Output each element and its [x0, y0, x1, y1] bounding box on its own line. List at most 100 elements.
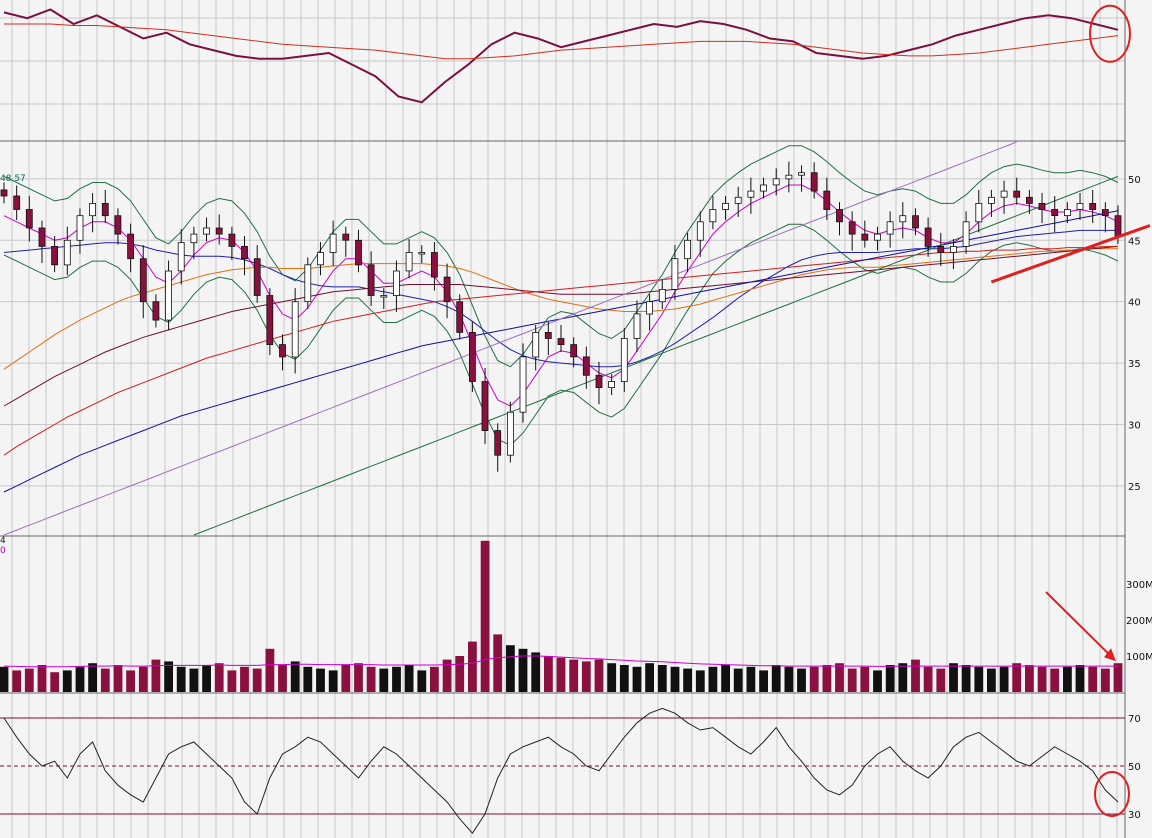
oscillator-average-line	[4, 23, 1119, 60]
candle-body	[506, 411, 514, 456]
candle-body	[646, 301, 653, 315]
volume-bar	[1113, 663, 1123, 692]
candle-body	[760, 184, 767, 192]
candle-body	[595, 374, 603, 388]
volume-bar	[24, 668, 34, 692]
volume-bar	[265, 648, 275, 692]
candle-body	[1026, 196, 1033, 204]
volume-bar	[860, 666, 870, 692]
candle-body	[608, 381, 615, 388]
volume-bar	[607, 663, 617, 692]
candle-body	[481, 381, 489, 431]
candle-body	[468, 331, 476, 382]
candle-body	[1101, 209, 1109, 216]
rsi-tick-label: 70	[1128, 714, 1141, 725]
volume-bar	[1101, 668, 1110, 692]
candle-body	[570, 344, 578, 358]
candle-body	[101, 202, 109, 217]
candle-body	[1051, 209, 1059, 216]
highlight-circle	[1094, 771, 1130, 817]
candle-body	[25, 209, 33, 229]
candle-body	[785, 174, 793, 180]
candle-body	[127, 233, 134, 260]
candle-body	[342, 233, 350, 241]
candle-body	[215, 227, 223, 235]
volume-bar	[113, 665, 123, 692]
candle-body	[937, 245, 945, 253]
volume-tick-label: 200M	[1126, 616, 1152, 627]
volume-bar	[1037, 666, 1047, 692]
candle-body	[279, 344, 286, 358]
volume-bar	[569, 659, 579, 692]
moving-average-line-5	[3, 245, 1118, 456]
volume-bar	[341, 665, 351, 692]
candle-body	[0, 189, 8, 197]
volume-bar	[885, 665, 895, 692]
top-panel-background	[0, 0, 1125, 140]
candle-body	[317, 252, 324, 266]
arrow-head	[1104, 648, 1116, 662]
candle-body	[886, 221, 894, 235]
candle-body	[228, 233, 236, 247]
volume-bar	[822, 665, 832, 692]
candle-body	[63, 239, 71, 266]
volume-bar	[556, 657, 566, 692]
candle-body	[443, 276, 451, 303]
candle-body	[798, 172, 805, 176]
volume-bar	[1088, 666, 1098, 692]
volume-bar	[809, 666, 819, 692]
candle-body	[380, 295, 388, 298]
candle-body	[544, 331, 552, 339]
candle-body	[620, 338, 628, 382]
candle-body	[658, 288, 666, 303]
volume-bar	[290, 661, 300, 692]
volume-bar	[1063, 666, 1072, 692]
candle-body	[962, 221, 970, 247]
moving-average-line-7	[3, 141, 1017, 536]
volume-bar	[695, 670, 705, 692]
volume-bar	[987, 668, 996, 692]
volume-bar	[278, 665, 287, 692]
volume-bar	[354, 663, 363, 692]
volume-bar	[999, 666, 1009, 692]
volume-bar	[37, 665, 47, 692]
volume-bar	[468, 641, 477, 692]
indicator-top-panel	[3, 8, 1119, 104]
candle-body	[633, 313, 641, 339]
candle-body	[988, 196, 995, 204]
candle-body	[418, 252, 426, 255]
volume-bar	[328, 670, 338, 692]
candle-body	[924, 227, 932, 247]
candle-body	[329, 233, 337, 253]
volume-bar	[417, 670, 427, 692]
volume-bar	[392, 666, 401, 692]
price-panel	[0, 141, 1122, 536]
candle-body	[203, 227, 210, 235]
volume-average-line	[3, 655, 1118, 668]
candle-body	[367, 264, 375, 296]
candle-body	[1089, 202, 1097, 210]
candle-body	[709, 209, 717, 223]
last-price-label: 48.57	[0, 174, 26, 184]
volume-legend-glyph: 0	[0, 546, 6, 556]
candle-body	[89, 202, 96, 217]
candle-body	[76, 215, 84, 241]
chart-grid	[0, 0, 1125, 838]
candle-body	[1013, 190, 1021, 198]
candle-body	[823, 190, 831, 210]
candle-body	[696, 221, 704, 241]
volume-bar	[670, 666, 680, 692]
volume-bar	[164, 661, 173, 692]
oscillator-line	[3, 8, 1119, 104]
candle-body	[152, 301, 160, 321]
candle-body	[114, 215, 122, 235]
rsi-tick-label: 50	[1128, 762, 1141, 773]
price-tick-label: 30	[1128, 420, 1141, 431]
volume-bar	[936, 668, 946, 692]
volume-bar	[708, 666, 718, 692]
volume-bar	[911, 659, 920, 692]
candle-body	[304, 264, 312, 302]
candle-body	[734, 196, 742, 204]
volume-bar	[835, 663, 844, 692]
trend-line	[990, 224, 1151, 284]
